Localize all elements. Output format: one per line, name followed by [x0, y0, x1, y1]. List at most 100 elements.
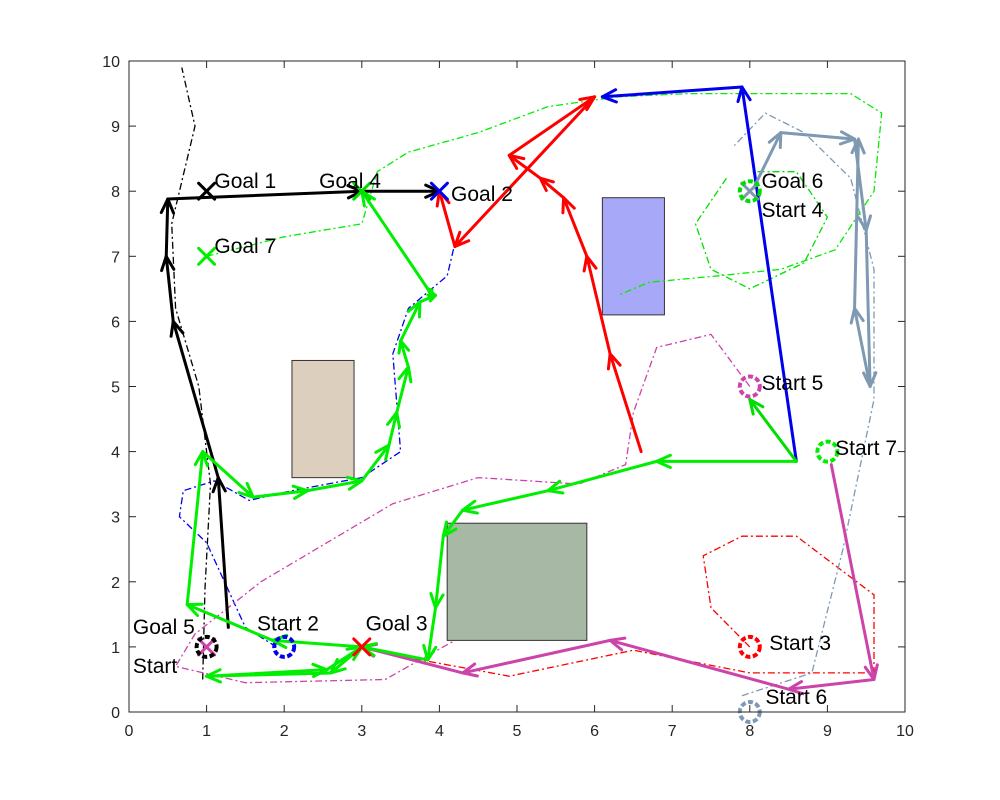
path-segment-7: [185, 603, 275, 642]
reference-path-3: [384, 535, 875, 677]
annotation-label: Start 6: [765, 686, 827, 709]
path-segment-4: [461, 638, 612, 675]
x-tick-label: 5: [513, 723, 522, 740]
path-segment-7: [399, 339, 410, 369]
path-segment-4: [787, 677, 876, 691]
path-segment-7: [434, 534, 445, 610]
reference-path-4: [174, 333, 751, 684]
path-segment-7: [201, 450, 255, 499]
planned-paths-layer: [159, 85, 879, 696]
path-segment-3: [453, 95, 597, 249]
y-tick-label: 3: [111, 510, 120, 527]
annotation-label: Goal 1: [214, 170, 276, 193]
annotation-label: Start 4: [761, 199, 823, 222]
path-segment-7: [546, 459, 659, 493]
path-segment-7: [395, 365, 410, 415]
path-segment-5: [779, 131, 857, 141]
annotations-layer: Goal 1 Goal 4 Goal 2 Goal 7 Goal 6 Start 4 Sta…: [133, 170, 897, 709]
goal-marker: [352, 181, 372, 201]
path-segment-4: [829, 463, 876, 681]
path-segment-7: [399, 300, 422, 343]
path-segment-6: [748, 398, 798, 463]
start-marker: [815, 439, 840, 464]
x-tick-label: 4: [435, 723, 444, 740]
path-segment-7: [360, 189, 430, 291]
x-tick-label: 10: [896, 723, 914, 740]
path-segment-7: [461, 489, 550, 512]
reference-path-5: [733, 112, 875, 697]
y-tick-label: 6: [111, 314, 120, 331]
x-tick-label: 2: [280, 723, 289, 740]
path-segment-7: [360, 443, 391, 483]
axes-layer: 0 1 2 3 4 5 6 7 8 9 10 0 1 2 3 4 5 6 7 8 9 10: [102, 54, 914, 740]
path-segment-7: [271, 638, 364, 649]
annotation-label: Start: [133, 655, 178, 678]
path-segment-7: [251, 489, 309, 499]
goal-marker: [197, 246, 217, 266]
path-segment-1: [164, 197, 170, 258]
reference-paths-layer: [171, 67, 883, 697]
path-segment-5: [752, 131, 783, 190]
path-arrowhead-5: [850, 137, 866, 155]
annotation-label: Start 2: [257, 613, 319, 636]
markers-layer: [194, 179, 840, 724]
x-tick-label: 8: [745, 723, 754, 740]
obstacle-1: [291, 359, 355, 479]
start-marker: [737, 179, 762, 204]
goal-marker: [740, 181, 760, 201]
x-tick-label: 6: [590, 723, 599, 740]
path-segment-3: [507, 95, 597, 157]
path-arrowhead-2: [600, 88, 618, 104]
path-segment-3: [437, 189, 457, 249]
y-tick-label: 0: [111, 705, 120, 722]
x-tick-label: 1: [202, 723, 211, 740]
obstacle-3: [446, 522, 588, 641]
annotation-label: Goal 3: [366, 613, 428, 636]
annotation-label: Start 5: [761, 372, 823, 395]
annotation-label: Goal 6: [761, 170, 823, 193]
y-tick-label: 1: [111, 640, 120, 657]
x-tick-label: 0: [125, 723, 134, 740]
path-segment-3: [507, 153, 542, 180]
path-segment-2: [740, 85, 798, 463]
x-tick-label: 7: [668, 723, 677, 740]
path-segment-2: [600, 85, 744, 99]
y-tick-label: 4: [111, 445, 120, 462]
path-segment-7: [441, 508, 465, 538]
path-segment-4: [608, 638, 791, 691]
y-tick-label: 9: [111, 119, 120, 136]
start-marker: [194, 634, 219, 659]
reference-path-1: [171, 67, 212, 680]
goal-marker: [197, 637, 217, 657]
goal-marker: [352, 637, 372, 657]
path-segment-1: [164, 254, 175, 323]
goal-marker: [429, 181, 449, 201]
annotation-label: Start 3: [769, 632, 831, 655]
obstacles-layer: [291, 197, 665, 641]
y-tick-label: 8: [111, 184, 120, 201]
path-segment-7: [205, 668, 329, 678]
annotation-label: Start 7: [835, 437, 897, 460]
annotation-label: Goal 2: [451, 183, 513, 206]
start-marker: [737, 634, 762, 659]
path-segment-3: [562, 196, 589, 258]
y-tick-label: 10: [102, 54, 120, 71]
reference-path-6: [694, 171, 829, 290]
y-tick-label: 2: [111, 575, 120, 592]
path-segment-5: [853, 137, 860, 310]
y-tick-label: 7: [111, 249, 120, 266]
annotation-label: Goal 4: [319, 170, 381, 193]
path-arrowhead-6: [748, 398, 765, 416]
y-tick-label: 5: [111, 380, 120, 397]
path-segment-7: [387, 411, 399, 447]
path-segment-7: [185, 450, 205, 607]
path-segment-7: [426, 606, 438, 662]
start-marker: [737, 374, 762, 399]
path-segment-7: [360, 645, 430, 662]
path-segment-1: [216, 476, 230, 629]
path-segment-5: [853, 306, 872, 388]
x-tick-label: 9: [823, 723, 832, 740]
path-segment-3: [538, 176, 566, 200]
goal-marker: [197, 181, 217, 201]
